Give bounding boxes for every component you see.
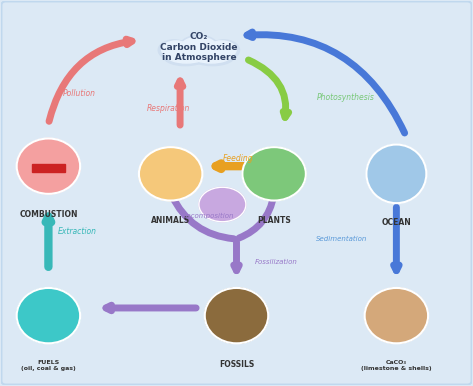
Ellipse shape: [179, 35, 219, 59]
Ellipse shape: [17, 139, 80, 194]
Ellipse shape: [164, 49, 207, 66]
Text: Feeding: Feeding: [222, 154, 253, 163]
Ellipse shape: [17, 288, 80, 343]
Text: Respiration: Respiration: [147, 104, 191, 113]
Ellipse shape: [208, 40, 239, 60]
Text: ANIMALS: ANIMALS: [151, 216, 190, 225]
Ellipse shape: [199, 187, 246, 222]
Ellipse shape: [192, 48, 231, 63]
Ellipse shape: [242, 147, 306, 201]
Polygon shape: [32, 164, 65, 172]
Text: Sedimentation: Sedimentation: [316, 236, 368, 242]
Ellipse shape: [205, 288, 268, 343]
Ellipse shape: [191, 49, 234, 66]
Ellipse shape: [167, 48, 206, 63]
Text: Photosynthesis: Photosynthesis: [316, 93, 374, 102]
Text: Pollution: Pollution: [62, 89, 96, 98]
Text: FOSSILS: FOSSILS: [219, 360, 254, 369]
Text: FUELS
(oil, coal & gas): FUELS (oil, coal & gas): [21, 360, 76, 371]
Text: CO₂
Carbon Dioxide
in Atmosphere: CO₂ Carbon Dioxide in Atmosphere: [160, 32, 237, 62]
Text: COMBUSTION: COMBUSTION: [19, 210, 78, 219]
Ellipse shape: [207, 41, 236, 58]
Text: PLANTS: PLANTS: [257, 216, 291, 225]
Ellipse shape: [139, 147, 202, 201]
Text: CaCO₃
(limestone & shells): CaCO₃ (limestone & shells): [361, 360, 432, 371]
Ellipse shape: [367, 144, 426, 203]
Ellipse shape: [181, 37, 217, 58]
Ellipse shape: [158, 40, 190, 60]
Ellipse shape: [162, 41, 191, 58]
Text: OCEAN: OCEAN: [382, 218, 411, 227]
Text: Decomposition: Decomposition: [182, 213, 235, 219]
Text: Fossilization: Fossilization: [255, 259, 298, 265]
Text: Extraction: Extraction: [58, 227, 97, 236]
Ellipse shape: [365, 288, 428, 343]
